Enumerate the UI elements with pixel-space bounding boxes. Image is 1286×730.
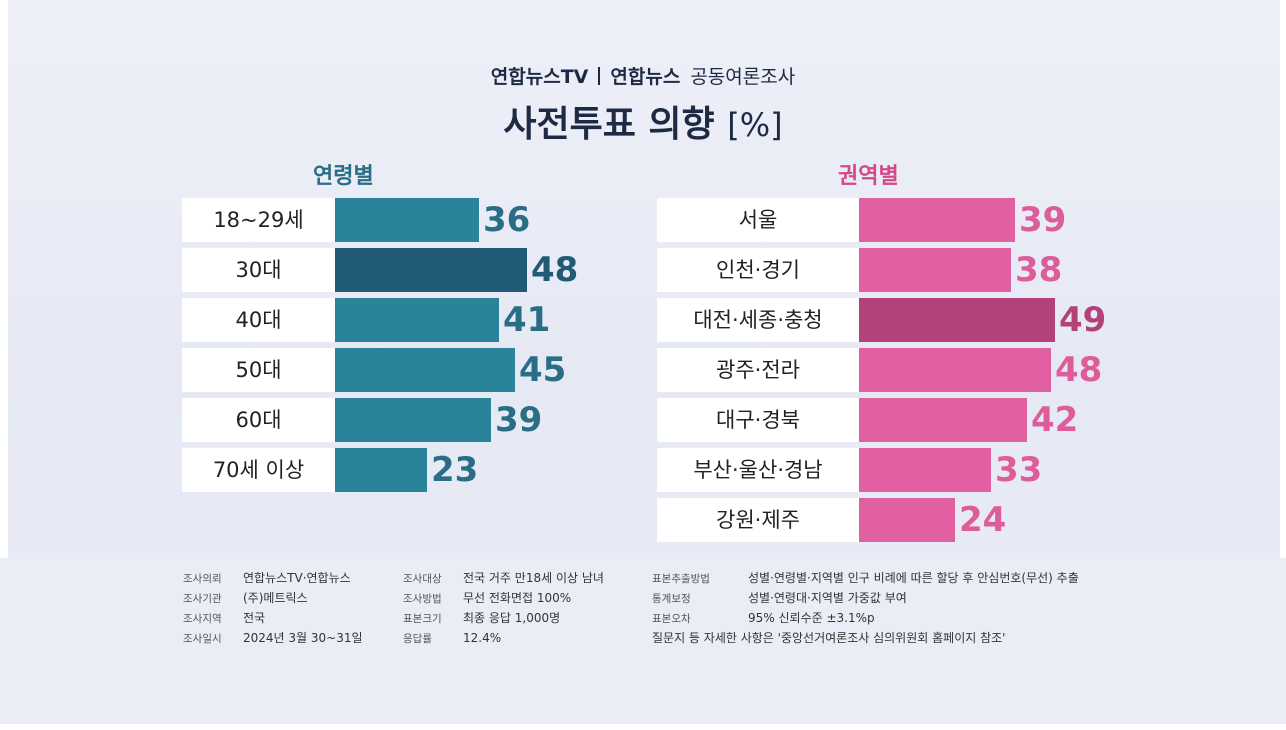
region-chart-title: 권역별	[838, 164, 899, 189]
survey-info-value: 무선 전화면접 100%	[463, 591, 572, 605]
bar	[335, 198, 479, 242]
survey-info-row: 응답률 12.4%	[403, 628, 604, 648]
bar	[859, 348, 1051, 392]
brand-separator	[598, 66, 601, 85]
title-unit: [%]	[727, 106, 783, 144]
value-label: 45	[519, 350, 567, 390]
bar	[859, 298, 1055, 342]
left-border	[0, 0, 8, 730]
brand-line: 연합뉴스TV 연합뉴스 공동여론조사	[0, 62, 1286, 89]
category-label: 50대	[182, 348, 335, 392]
category-label: 18~29세	[182, 198, 335, 242]
survey-info-key: 조사기관	[183, 593, 222, 605]
bar	[335, 298, 499, 342]
survey-info-key: 표본추출방법	[652, 573, 710, 585]
value-label: 41	[503, 300, 551, 340]
value-label: 38	[1015, 250, 1063, 290]
value-label: 48	[1055, 350, 1103, 390]
survey-info-key: 응답률	[403, 633, 432, 645]
category-label: 대전·세종·충청	[657, 298, 859, 342]
survey-info-key: 통계보정	[652, 593, 691, 605]
survey-info-value: 95% 신뢰수준 ±3.1%p	[748, 611, 875, 625]
value-label: 48	[531, 250, 579, 290]
survey-info-value: 2024년 3월 30~31일	[243, 631, 363, 645]
survey-info-key: 조사일시	[183, 633, 222, 645]
survey-info-value: 연합뉴스TV·연합뉴스	[243, 571, 351, 585]
bar	[859, 498, 955, 542]
bar	[335, 448, 427, 492]
survey-info-key: 조사방법	[403, 593, 442, 605]
survey-info-value: 성별·연령대·지역별 가중값 부여	[748, 591, 907, 605]
survey-info-value: 전국 거주 만18세 이상 남녀	[463, 571, 604, 585]
category-label: 강원·제주	[657, 498, 859, 542]
brand-yonhapnews: 연합뉴스	[610, 66, 681, 88]
brand-yonhapnewstv: 연합뉴스TV	[490, 66, 589, 88]
bar	[859, 198, 1015, 242]
survey-info-col-3: 표본추출방법 성별·연령별·지역별 인구 비례에 따른 할당 후 안심번호(무선)…	[652, 568, 1079, 648]
survey-info-row: 조사방법 무선 전화면접 100%	[403, 588, 604, 608]
value-label: 24	[959, 500, 1007, 540]
value-label: 36	[483, 200, 531, 240]
age-chart-title: 연령별	[313, 164, 374, 189]
category-label: 60대	[182, 398, 335, 442]
survey-info-row: 표본추출방법 성별·연령별·지역별 인구 비례에 따른 할당 후 안심번호(무선)…	[652, 568, 1079, 588]
bar	[859, 448, 991, 492]
survey-info-value: 12.4%	[463, 631, 502, 645]
survey-note: 질문지 등 자세한 사항은 '중앙선거여론조사 심의위원회 홈페이지 참조'	[652, 631, 1006, 645]
header: 연합뉴스TV 연합뉴스 공동여론조사 사전투표 의향 [%]	[0, 62, 1286, 147]
bar	[335, 248, 527, 292]
survey-info-value: 최종 응답 1,000명	[463, 611, 561, 625]
survey-info-row: 조사기관 (주)메트릭스	[183, 588, 363, 608]
value-label: 33	[995, 450, 1043, 490]
category-label: 부산·울산·경남	[657, 448, 859, 492]
survey-info-row: 조사지역 전국	[183, 608, 363, 628]
bar	[335, 348, 515, 392]
survey-info-row: 조사대상 전국 거주 만18세 이상 남녀	[403, 568, 604, 588]
survey-info-key: 조사대상	[403, 573, 442, 585]
category-label: 광주·전라	[657, 348, 859, 392]
bottom-border	[0, 724, 1286, 730]
category-label: 70세 이상	[182, 448, 335, 492]
value-label: 49	[1059, 300, 1107, 340]
bar	[335, 398, 491, 442]
category-label: 인천·경기	[657, 248, 859, 292]
survey-info-value: 성별·연령별·지역별 인구 비례에 따른 할당 후 안심번호(무선) 추출	[748, 571, 1079, 585]
survey-info-row: 조사의뢰 연합뉴스TV·연합뉴스	[183, 568, 363, 588]
survey-info-value: 전국	[243, 611, 266, 625]
survey-info-key: 표본크기	[403, 613, 442, 625]
value-label: 39	[495, 400, 543, 440]
category-label: 30대	[182, 248, 335, 292]
right-border	[1280, 0, 1286, 730]
value-label: 42	[1031, 400, 1079, 440]
value-label: 23	[431, 450, 479, 490]
survey-info-row: 표본오차 95% 신뢰수준 ±3.1%p	[652, 608, 1079, 628]
category-label: 대구·경북	[657, 398, 859, 442]
survey-info-row: 통계보정 성별·연령대·지역별 가중값 부여	[652, 588, 1079, 608]
category-label: 서울	[657, 198, 859, 242]
value-label: 39	[1019, 200, 1067, 240]
title-text: 사전투표 의향	[503, 104, 715, 145]
survey-info-row: 표본크기 최종 응답 1,000명	[403, 608, 604, 628]
brand-suffix: 공동여론조사	[690, 66, 796, 88]
survey-info-row: 조사일시 2024년 3월 30~31일	[183, 628, 363, 648]
survey-info-key: 조사지역	[183, 613, 222, 625]
survey-info-key: 표본오차	[652, 613, 691, 625]
survey-info-value: (주)메트릭스	[243, 591, 308, 605]
page-title: 사전투표 의향 [%]	[0, 95, 1286, 147]
survey-info-key: 조사의뢰	[183, 573, 222, 585]
bar	[859, 248, 1011, 292]
category-label: 40대	[182, 298, 335, 342]
bar	[859, 398, 1027, 442]
